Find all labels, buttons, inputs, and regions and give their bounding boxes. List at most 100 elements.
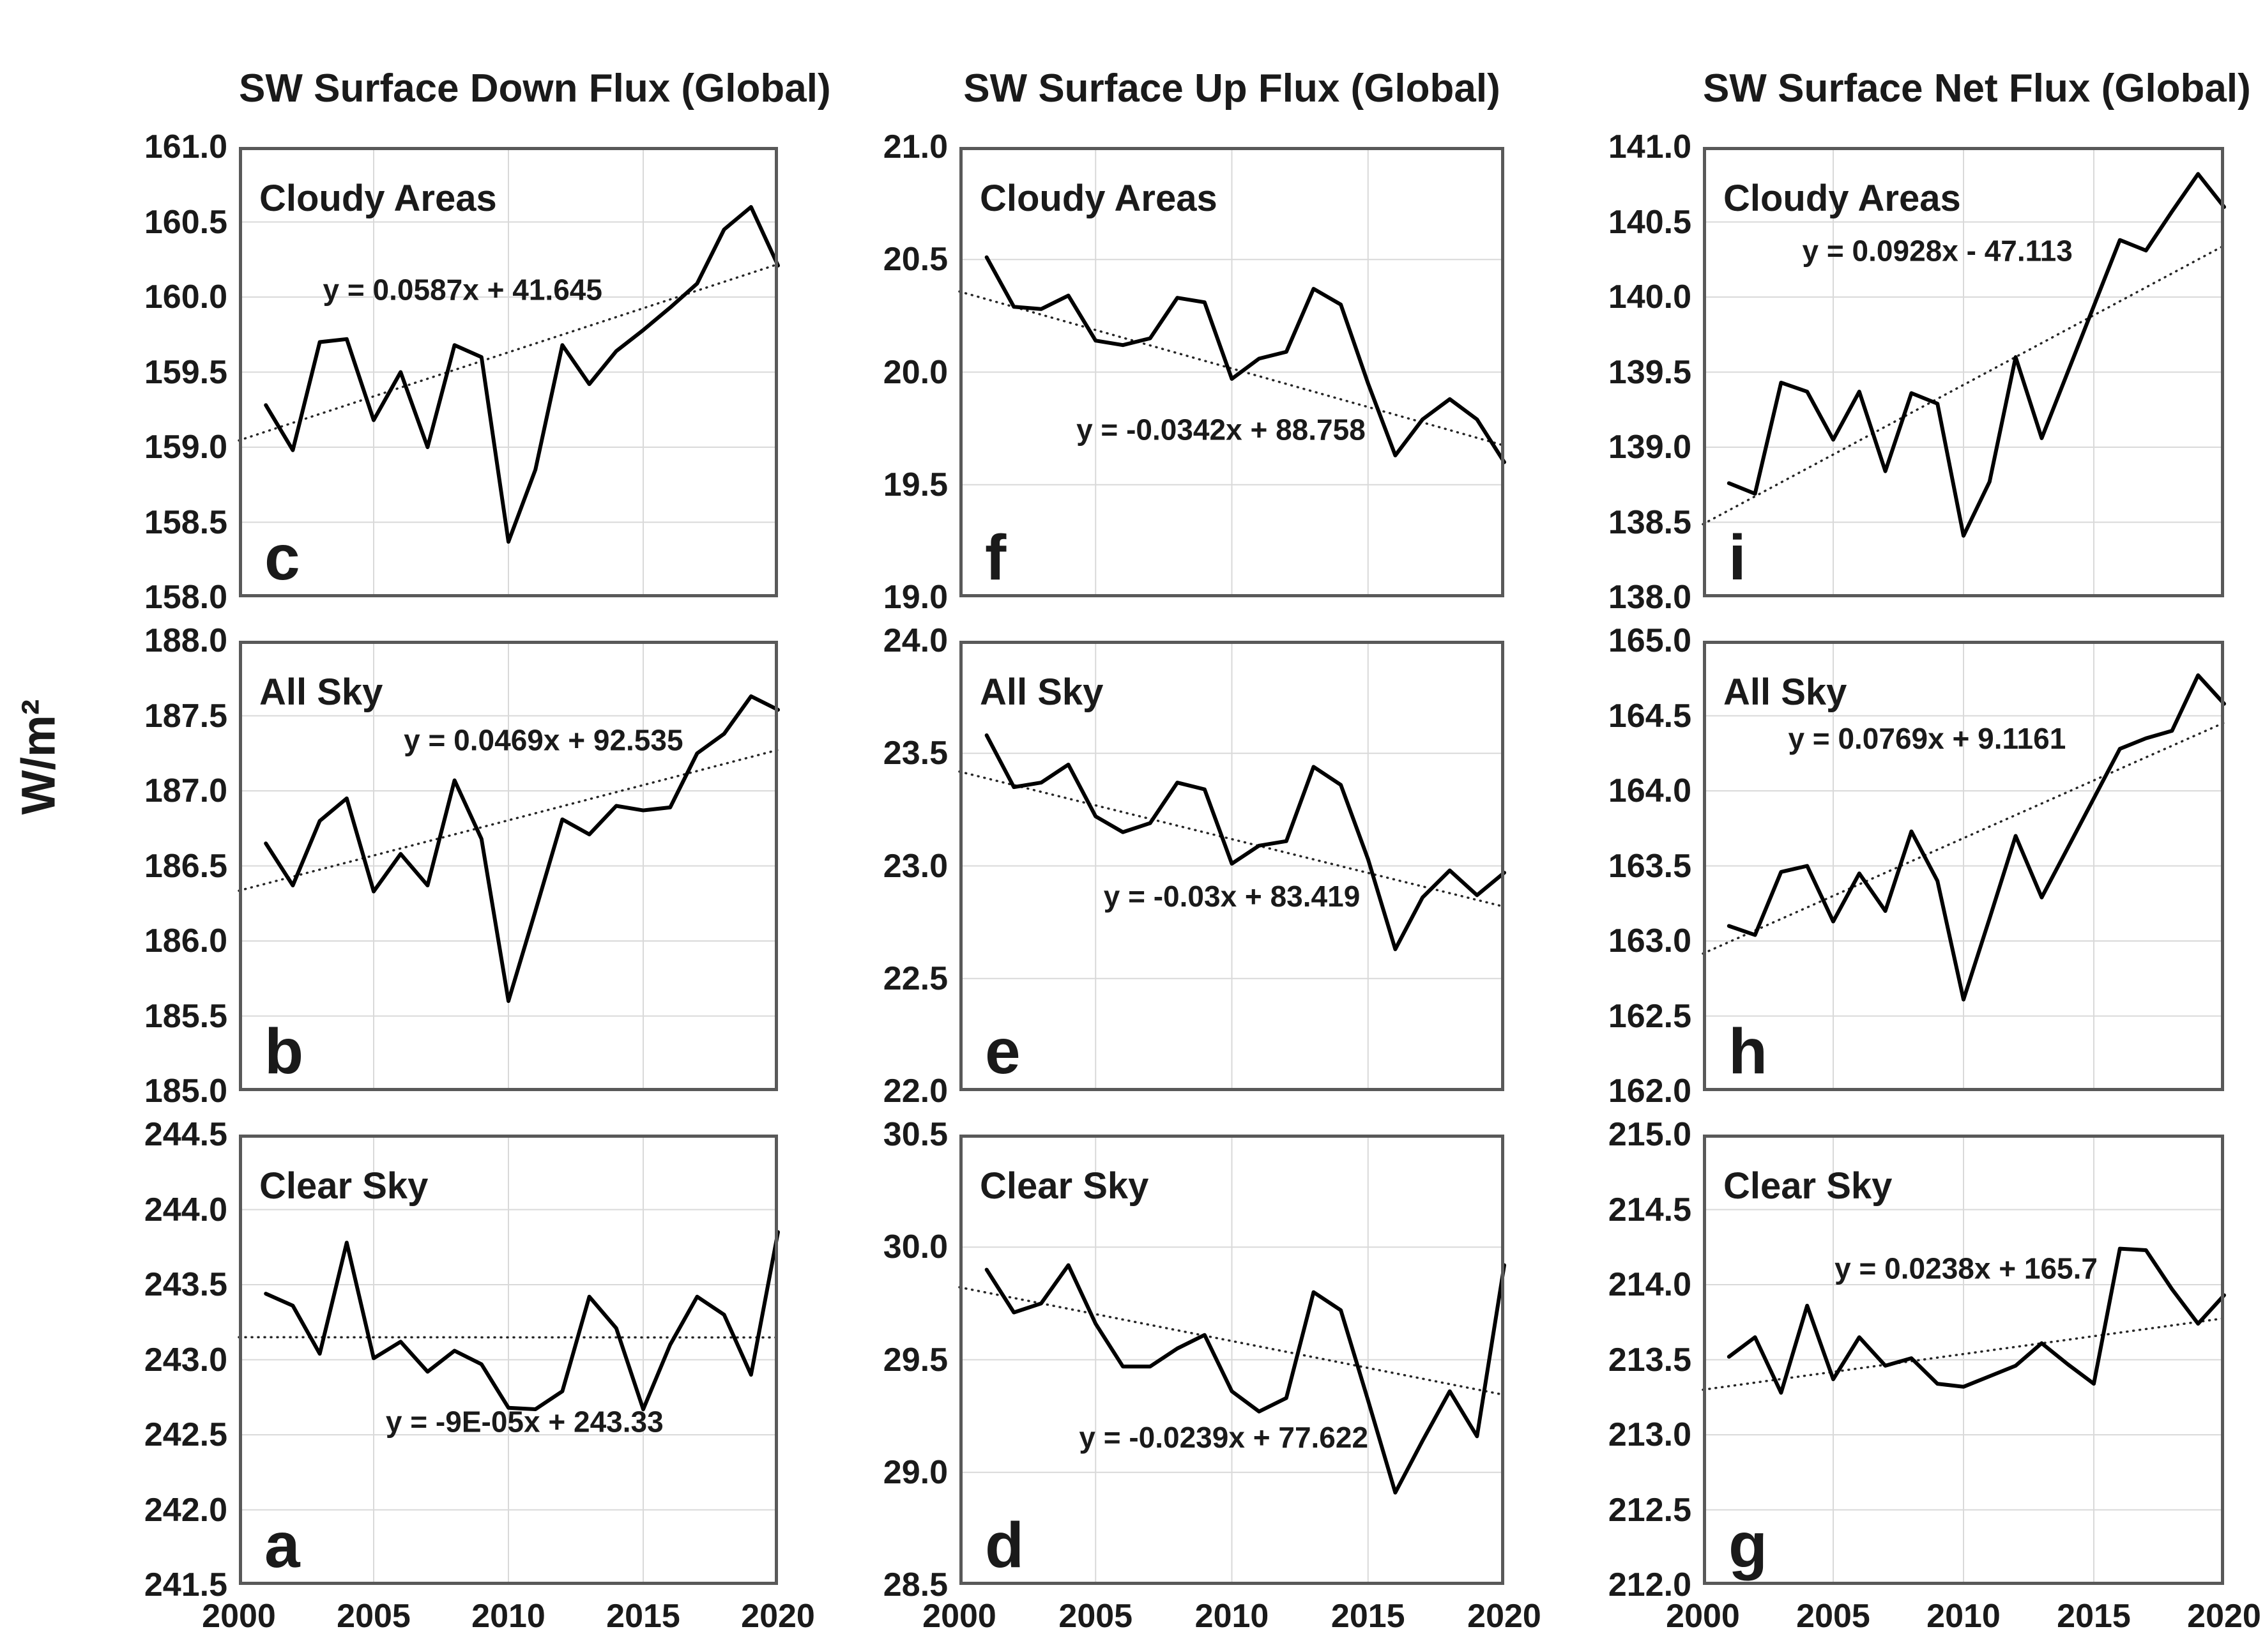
series-line [1727, 1246, 2226, 1395]
y-tick-label: 22.5 [883, 960, 948, 997]
y-tick-label: 19.0 [883, 579, 948, 616]
y-tick-label: 185.5 [144, 997, 227, 1035]
y-tick-label: 165.0 [1608, 622, 1691, 659]
y-tick-label: 159.5 [144, 353, 227, 391]
panel-e-y-axis-ticks: 24.0 23.5 23.0 22.5 22.0 [806, 622, 959, 1110]
y-tick-label: 23.0 [883, 847, 948, 885]
panel-letter: g [1728, 1510, 1767, 1581]
y-tick-label: 213.5 [1608, 1341, 1691, 1379]
panel-letter: a [264, 1510, 301, 1581]
y-tick-label: 24.0 [883, 622, 948, 659]
y-tick-label: 212.5 [1608, 1491, 1691, 1529]
x-tick-label: 2015 [2057, 1598, 2131, 1635]
panel-condition-label: All Sky [259, 671, 383, 713]
series-line [264, 205, 780, 544]
y-tick-label: 138.5 [1608, 503, 1691, 541]
y-tick-label: 163.0 [1608, 922, 1691, 960]
x-tick-label: 2000 [922, 1598, 996, 1635]
y-tick-label: 188.0 [144, 622, 227, 659]
y-tick-label: 29.0 [883, 1453, 948, 1491]
y-tick-label: 158.0 [144, 579, 227, 616]
x-tick-label: 2020 [1467, 1598, 1541, 1635]
x-tick-label: 2010 [1194, 1598, 1269, 1635]
x-tick-label: 2020 [2187, 1598, 2261, 1635]
y-tick-label: 138.0 [1608, 579, 1691, 616]
y-tick-label: 185.0 [144, 1073, 227, 1110]
y-tick-label: 158.5 [144, 503, 227, 541]
x-axis-ticks: 2000 2005 2010 2015 2020 [202, 1597, 815, 1642]
y-tick-label: 161.0 [144, 128, 227, 165]
y-tick-label: 242.5 [144, 1416, 227, 1453]
panel-letter: b [264, 1016, 303, 1087]
x-tick-label: 2015 [1331, 1598, 1405, 1635]
panel-condition-label: Cloudy Areas [980, 178, 1217, 219]
panel-c-y-axis-ticks: 161.0 160.5 160.0 159.5 159.0 158.5 158.0 [86, 128, 239, 616]
column-title-up-flux: SW Surface Up Flux (Global) [963, 66, 1500, 111]
trend-line [1702, 244, 2225, 526]
y-tick-label: 20.5 [883, 241, 948, 279]
panel-letter: h [1728, 1016, 1767, 1087]
y-tick-label: 20.0 [883, 353, 948, 391]
trend-equation-label: y = 0.0928x - 47.113 [1803, 234, 2073, 268]
panel-h-chart: All Sky h y = 0.0769x + 9.1161 [1702, 641, 2226, 1091]
panel-f-chart: Cloudy Areas f y = -0.0342x + 88.758 [958, 147, 1506, 597]
series-line [1727, 673, 2226, 1002]
panel-condition-label: Cloudy Areas [259, 178, 497, 219]
plot-border [239, 1135, 778, 1585]
panel-letter: c [264, 522, 300, 593]
y-tick-label: 241.5 [144, 1566, 227, 1603]
panel-condition-label: All Sky [980, 671, 1103, 713]
trend-equation-label: y = 0.0469x + 92.535 [404, 724, 683, 757]
trend-equation-label: y = 0.0769x + 9.1161 [1788, 722, 2066, 755]
plot-border [959, 1135, 1504, 1585]
y-tick-label: 186.5 [144, 847, 227, 885]
series-line [984, 733, 1506, 951]
y-tick-label: 242.0 [144, 1491, 227, 1529]
plot-border [239, 641, 778, 1091]
y-tick-label: 140.0 [1608, 279, 1691, 316]
y-tick-label: 21.0 [883, 128, 948, 165]
panel-g-y-axis-ticks: 215.0 214.5 214.0 213.5 213.0 212.5 212.0 [1550, 1116, 1703, 1603]
x-tick-label: 2010 [471, 1598, 545, 1635]
plot-border [959, 147, 1504, 597]
panel-letter: e [985, 1016, 1021, 1087]
panel-b-chart: All Sky b y = 0.0469x + 92.535 [238, 641, 780, 1091]
y-tick-label: 140.5 [1608, 203, 1691, 241]
panel-a-chart: Clear Sky a y = -9E-05x + 243.33 [238, 1135, 780, 1585]
panel-d-y-axis-ticks: 30.5 30.0 29.5 29.0 28.5 [806, 1116, 959, 1603]
y-tick-label: 163.5 [1608, 847, 1691, 885]
y-tick-label: 215.0 [1608, 1116, 1691, 1153]
y-tick-label: 162.0 [1608, 1073, 1691, 1110]
series-line [264, 694, 780, 1003]
panel-letter: d [985, 1510, 1024, 1581]
x-tick-label: 2005 [1796, 1598, 1870, 1635]
panel-c-chart: Cloudy Areas c y = 0.0587x + 41.645 [238, 147, 780, 597]
panel-i-y-axis-ticks: 141.0 140.5 140.0 139.5 139.0 138.5 138.0 [1550, 128, 1703, 616]
y-tick-label: 28.5 [883, 1566, 948, 1603]
y-tick-label: 29.5 [883, 1341, 948, 1379]
trend-equation-label: y = -9E-05x + 243.33 [386, 1405, 664, 1438]
panel-a-y-axis-ticks: 244.5 244.0 243.5 243.0 242.5 242.0 241.5 [86, 1116, 239, 1603]
x-tick-label: 2000 [202, 1598, 276, 1635]
y-tick-label: 187.5 [144, 697, 227, 735]
x-axis-ticks: 2000 2005 2010 2015 2020 [1666, 1597, 2261, 1642]
y-tick-label: 164.5 [1608, 697, 1691, 735]
x-tick-label: 2015 [606, 1598, 680, 1635]
y-tick-label: 187.0 [144, 772, 227, 809]
panel-b-y-axis-ticks: 188.0 187.5 187.0 186.5 186.0 185.5 185.0 [86, 622, 239, 1110]
trend-line [1702, 1317, 2225, 1391]
y-tick-label: 212.0 [1608, 1566, 1691, 1603]
panel-f-y-axis-ticks: 21.0 20.5 20.0 19.5 19.0 [806, 128, 959, 616]
y-tick-label: 243.5 [144, 1266, 227, 1303]
series-line [264, 1230, 780, 1412]
y-tick-label: 159.0 [144, 429, 227, 466]
y-tick-label: 162.5 [1608, 997, 1691, 1035]
x-tick-label: 2005 [1058, 1598, 1133, 1635]
x-tick-label: 2010 [1926, 1598, 2001, 1635]
x-tick-label: 2020 [741, 1598, 815, 1635]
y-tick-label: 19.5 [883, 466, 948, 503]
x-tick-label: 2000 [1666, 1598, 1740, 1635]
y-tick-label: 139.5 [1608, 353, 1691, 391]
